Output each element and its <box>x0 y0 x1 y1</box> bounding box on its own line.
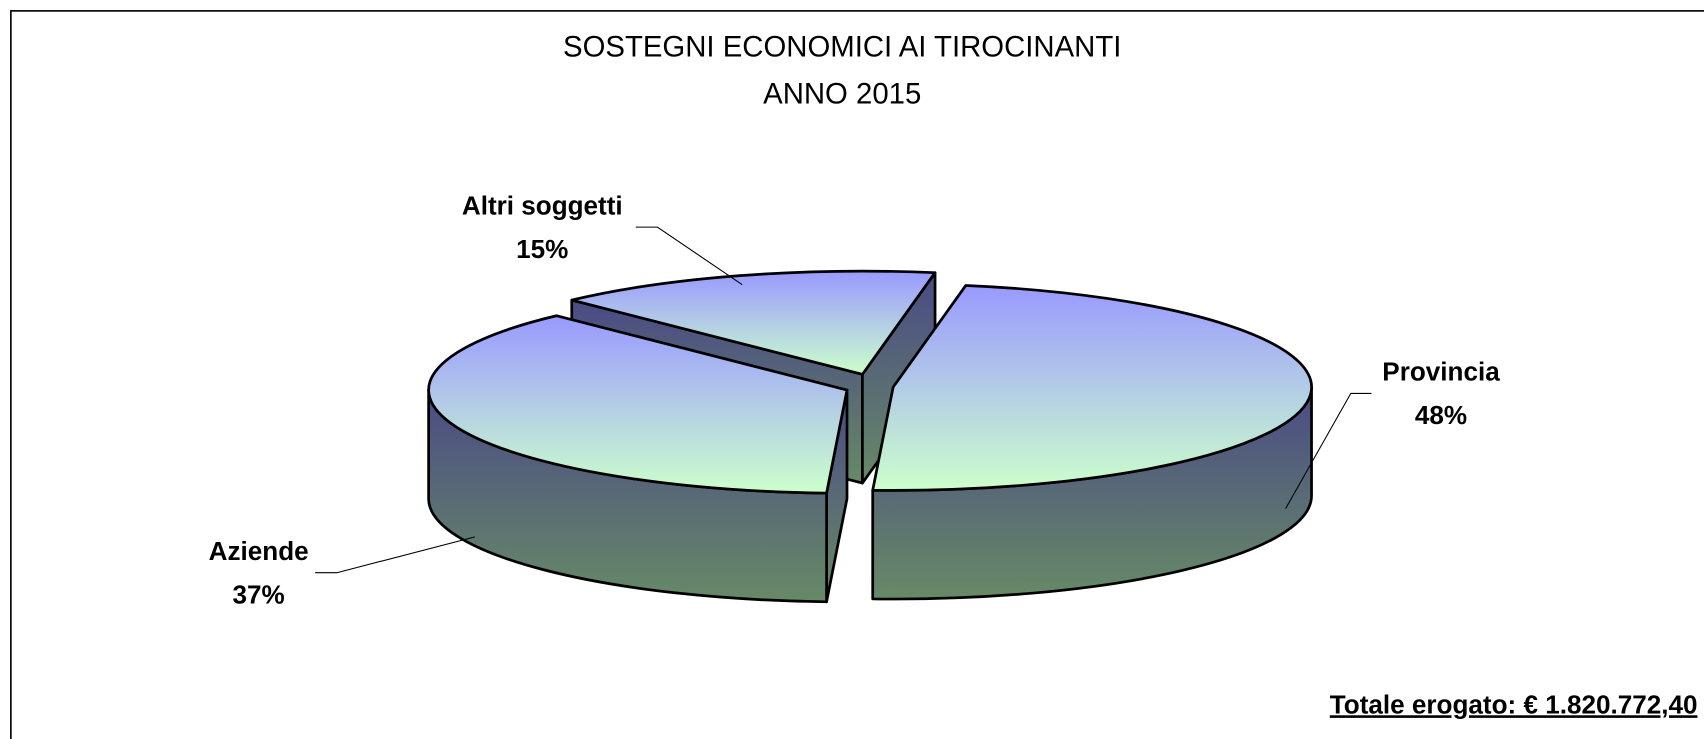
frame <box>10 10 1704 739</box>
chart-title: SOSTEGNI ECONOMICI AI TIROCINANTI <box>563 31 1121 64</box>
slice-label: Altri soggetti <box>462 190 623 220</box>
leader-line <box>315 536 476 574</box>
leader-line <box>1285 392 1372 509</box>
slice-value-label: 48% <box>1415 400 1467 430</box>
slice <box>570 269 937 376</box>
leader-line <box>635 226 743 286</box>
slice-label: Provincia <box>1382 357 1500 387</box>
chart-subtitle: ANNO 2015 <box>763 77 921 110</box>
slice <box>427 314 849 495</box>
annotation: Totale erogato: € 1.820.772,40 <box>1330 689 1698 719</box>
slice-value-label: 15% <box>516 234 568 264</box>
slice-value-label: 37% <box>233 580 285 610</box>
slice <box>871 284 1313 492</box>
slice-label: Aziende <box>209 536 309 566</box>
pie <box>427 269 1313 604</box>
